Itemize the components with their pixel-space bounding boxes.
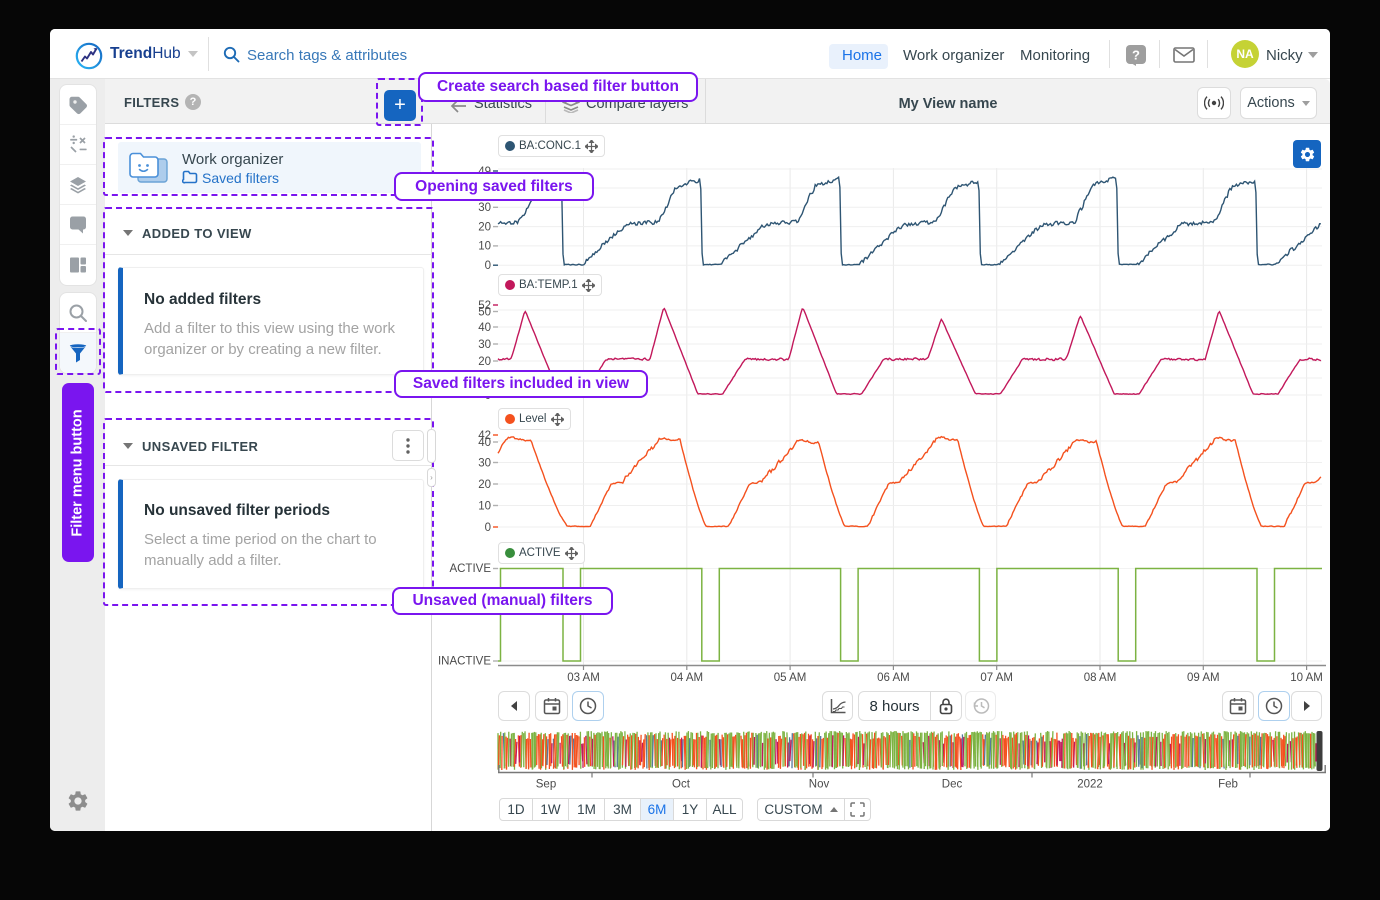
svg-text:05 AM: 05 AM: [774, 672, 807, 684]
svg-text:INACTIVE: INACTIVE: [438, 656, 491, 668]
svg-text:Oct: Oct: [672, 779, 691, 791]
svg-text:Dec: Dec: [942, 779, 963, 791]
svg-text:30: 30: [478, 202, 491, 214]
svg-text:50: 50: [478, 306, 491, 318]
svg-text:40: 40: [478, 437, 491, 449]
svg-text:07 AM: 07 AM: [980, 672, 1013, 684]
svg-text:10: 10: [478, 500, 491, 512]
svg-text:04 AM: 04 AM: [670, 672, 703, 684]
svg-text:20: 20: [478, 479, 491, 491]
svg-text:30: 30: [478, 457, 491, 469]
svg-text:03 AM: 03 AM: [567, 672, 600, 684]
svg-text:0: 0: [485, 522, 491, 534]
svg-text:30: 30: [478, 339, 491, 351]
svg-text:2022: 2022: [1077, 779, 1103, 791]
svg-text:ACTIVE: ACTIVE: [449, 563, 491, 575]
svg-text:52: 52: [478, 300, 491, 312]
svg-text:Feb: Feb: [1218, 779, 1238, 791]
svg-text:Nov: Nov: [809, 779, 830, 791]
svg-text:09 AM: 09 AM: [1187, 672, 1220, 684]
svg-text:0: 0: [485, 260, 491, 272]
svg-text:20: 20: [478, 356, 491, 368]
svg-text:06 AM: 06 AM: [877, 672, 910, 684]
svg-text:Sep: Sep: [536, 779, 556, 791]
svg-text:42: 42: [478, 430, 491, 442]
svg-text:10 AM: 10 AM: [1290, 672, 1323, 684]
svg-text:08 AM: 08 AM: [1084, 672, 1117, 684]
svg-text:20: 20: [478, 221, 491, 233]
svg-text:10: 10: [478, 241, 491, 253]
svg-text:?: ?: [1132, 48, 1140, 63]
svg-text:40: 40: [478, 322, 491, 334]
